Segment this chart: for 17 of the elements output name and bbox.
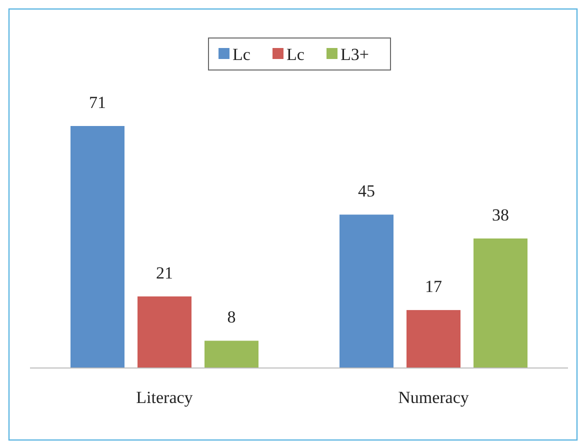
bar [204,340,258,368]
bar [406,310,460,368]
bar [138,296,192,368]
legend-label: L3+ [340,45,369,64]
bar [70,126,124,368]
legend-label: Lc [232,45,251,64]
data-label: 45 [358,182,375,201]
legend-label: Lc [286,45,305,64]
x-tick-label: Numeracy [398,388,470,407]
data-label: 8 [227,308,236,327]
bar [340,214,394,368]
data-label: 21 [156,263,173,282]
x-tick-label: Literacy [136,388,194,407]
data-label: 71 [89,93,106,112]
bar [474,238,528,368]
data-label: 17 [425,277,442,296]
data-label: 38 [492,205,509,224]
